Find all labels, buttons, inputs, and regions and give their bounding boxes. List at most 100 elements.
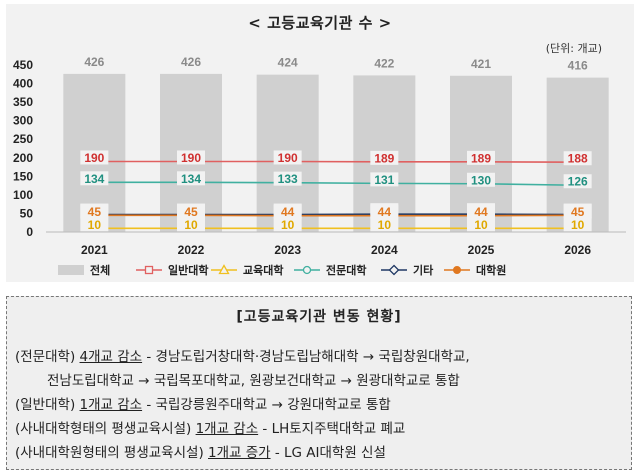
legend-label: 대학원 [476,263,506,277]
info-line-4-detail: - LH토지주택대학교 폐교 [258,421,406,437]
unit-label: (단위: 개교) [545,42,602,55]
chart-svg: 0 50 100 150 200 250 300 350 400 450 426 426 424 422 4… [13,55,626,277]
info-line-5-prefix: (사내대학원형태의 평생교육시설) [15,445,208,461]
data-label: 44 [474,205,488,219]
data-label-bg [563,217,592,232]
info-line-2-detail: 전남도립대학교 → 국립목포대학교, 원광보건대학교 → 원광대학교로 통합 [47,373,460,389]
data-label-bg [370,150,399,165]
data-label: 10 [474,218,488,232]
series-line-1 [94,160,578,164]
data-label: 131 [374,173,394,187]
data-label-bg [177,171,205,186]
data-label-bg [370,217,399,232]
bar-value-label: 426 [84,55,104,69]
legend-label: 교육대학 [243,263,283,277]
data-label: 44 [378,205,392,219]
legend-marker [388,264,400,276]
data-label: 10 [88,218,102,232]
bar-value-label: 422 [374,56,394,70]
legend-label: 기타 [413,263,434,277]
data-label-bg [273,171,302,186]
data-label: 45 [88,205,102,219]
series-line-3 [94,181,578,187]
data-label-bg [467,172,495,187]
info-line-1: (전문대학) 4개교 감소 - 경남도립거창대학·경남도립남해대학 → 국립창원… [15,345,470,369]
data-label: 190 [84,151,104,165]
data-label-bg [177,217,205,232]
info-line-4: (사내대학형태의 평생교육시설) 1개교 감소 - LH토지주택대학교 폐교 [15,417,405,441]
legend-label: 전체 [90,263,110,277]
data-label-bg [467,204,495,219]
legend-marker [144,265,154,275]
legend-label: 일반대학 [168,263,208,277]
chart-title: < 고등교육기관 수 > [248,14,392,32]
info-line-4-change: 1개교 감소 [195,421,259,437]
data-label-bg [273,150,302,165]
data-label-bg [467,217,495,232]
data-label-bg [273,217,302,232]
data-label-bg [80,217,109,232]
data-label-bg [467,150,495,165]
x-tick-label: 2024 [371,243,398,257]
data-label: 126 [568,175,588,189]
data-label-bg [80,204,109,219]
info-line-5-detail: - LG AI대학원 신설 [270,445,386,461]
legend-marker [453,266,461,274]
data-label: 10 [281,218,295,232]
data-label: 10 [378,218,392,232]
info-line-5-change: 1개교 증가 [208,445,271,461]
bar-value-label: 421 [471,57,491,71]
data-label: 189 [374,151,394,165]
data-label: 134 [181,172,201,186]
x-tick-label: 2023 [274,243,301,257]
data-label-bg [80,171,109,186]
data-label-bg [563,204,592,219]
info-line-3: (일반대학) 1개교 감소 - 국립강릉원주대학교 → 강원대학교로 통합 [15,393,391,417]
data-label: 45 [184,205,198,219]
info-line-3-change: 1개교 감소 [79,397,143,413]
data-label-bg [177,150,205,165]
bar-value-label: 416 [568,59,588,73]
y-tick-label: 350 [13,95,33,109]
chart-panel: < 고등교육기관 수 > (단위: 개교) 0 50 100 150 200 250 300… [6,4,634,282]
data-label-bg [370,172,399,187]
bar-value-label: 424 [278,56,298,70]
data-label: 130 [471,173,491,187]
data-label-bg [370,204,399,219]
y-tick-label: 300 [13,114,33,128]
info-line-4-prefix: (사내대학형태의 평생교육시설) [15,421,196,437]
info-line-3-prefix: (일반대학) [15,397,80,413]
bar-value-label: 426 [181,55,201,69]
y-tick-label: 50 [20,206,34,220]
data-label: 45 [571,205,585,219]
data-label-bg [80,150,109,165]
data-label: 134 [84,172,104,186]
info-title: [고등교육기관 변동 현황] [236,309,402,325]
x-tick-label: 2026 [564,243,591,257]
data-label: 190 [278,151,298,165]
data-label: 10 [571,218,585,232]
data-label: 133 [278,172,298,186]
info-line-1-prefix: (전문대학) [15,349,80,365]
info-line-5: (사내대학원형태의 평생교육시설) 1개교 증가 - LG AI대학원 신설 [15,441,386,465]
legend-label: 전문대학 [326,263,366,277]
data-label: 10 [184,218,198,232]
x-tick-label: 2021 [81,243,108,257]
info-line-1-change: 4개교 감소 [79,349,143,365]
legend-swatch [58,265,84,275]
data-label: 44 [281,205,295,219]
y-tick-label: 100 [13,188,33,202]
y-tick-label: 0 [26,225,33,239]
x-tick-label: 2022 [178,243,205,257]
data-label: 189 [471,151,491,165]
data-label: 190 [181,151,201,165]
legend-marker [218,264,230,275]
data-label-bg [273,204,302,219]
y-tick-label: 450 [13,58,33,72]
y-tick-label: 200 [13,151,33,165]
info-box: [고등교육기관 변동 현황] (전문대학) 4개교 감소 - 경남도립거창대학·… [6,296,632,470]
y-tick-label: 250 [13,132,33,146]
data-label-bg [563,174,592,189]
y-tick-label: 150 [13,169,33,183]
info-line-2: 전남도립대학교 → 국립목포대학교, 원광보건대학교 → 원광대학교로 통합 [47,369,460,393]
